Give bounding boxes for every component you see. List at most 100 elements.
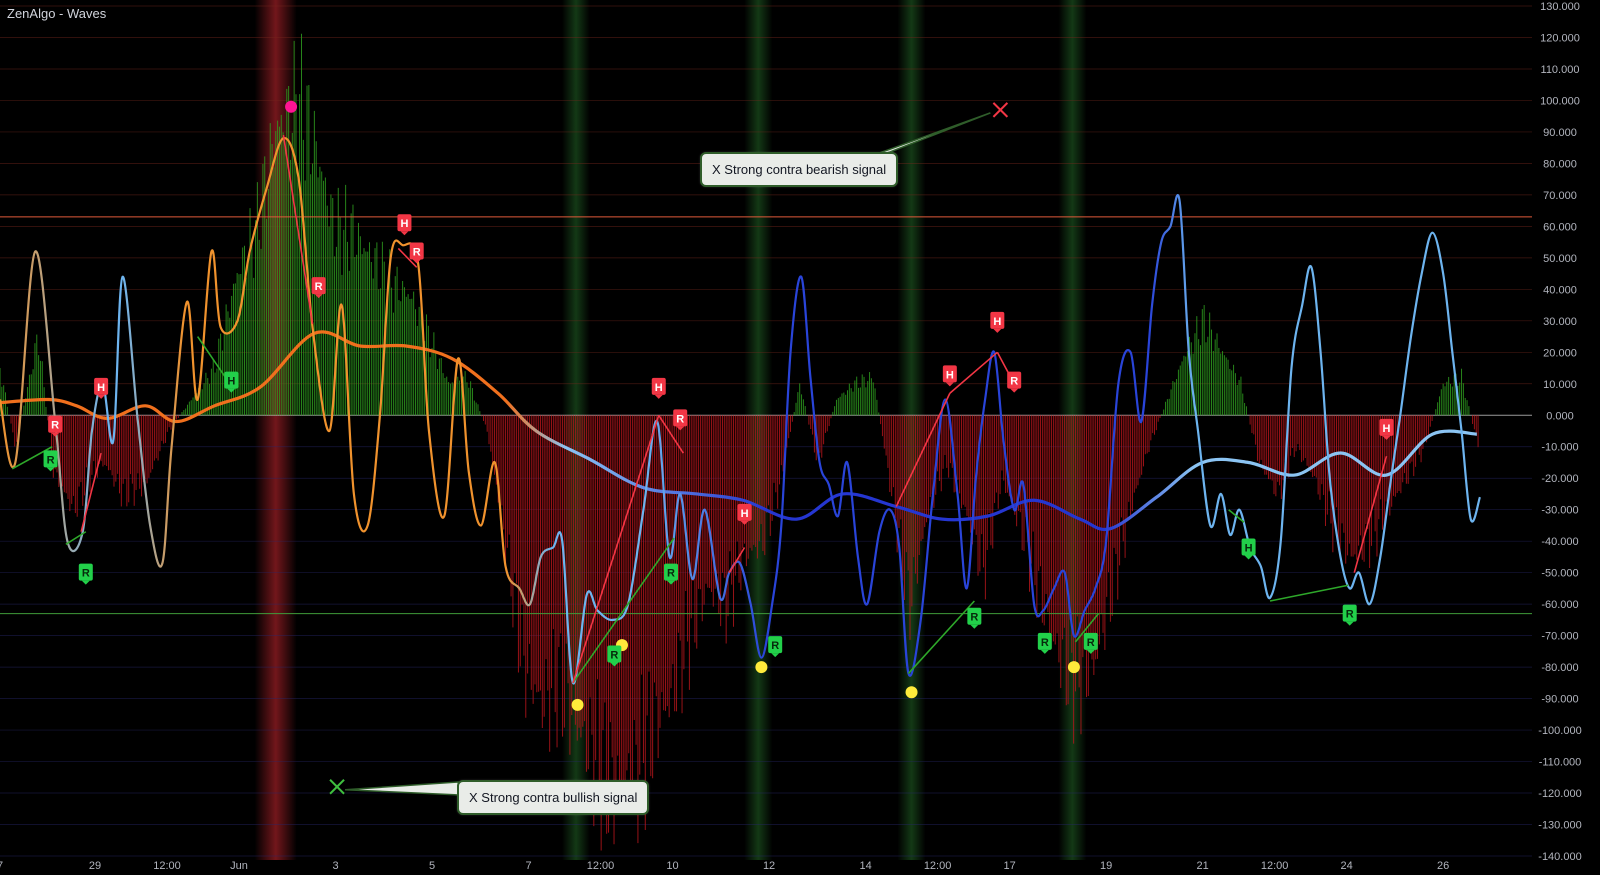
y-tick-label: 50.000 [1543, 253, 1577, 265]
marker-label: H [1245, 542, 1253, 554]
y-tick-label: -120.000 [1538, 788, 1581, 800]
marker-label: R [1010, 376, 1018, 388]
marker-pointer [654, 394, 663, 399]
divergence-line [658, 414, 684, 454]
marker-pointer [667, 580, 676, 585]
yellow-dot [571, 698, 584, 711]
marker-badge [94, 377, 109, 395]
marker-label: R [610, 650, 618, 662]
marker-pointer [1086, 649, 1095, 654]
x-stroke [992, 102, 1009, 118]
magenta-dot [285, 100, 298, 113]
marker-label: R [667, 568, 675, 580]
marker-badge [737, 503, 752, 521]
x-tick-label: 21 [1196, 860, 1208, 872]
marker-pointer [97, 394, 106, 399]
marker-pointer [227, 388, 236, 393]
x-tick-label: Jun [230, 860, 248, 872]
divergence-line [895, 392, 951, 507]
marker-badge [1241, 538, 1256, 556]
x-tick-label: 12:00 [924, 860, 952, 872]
highlight-band-green [744, 0, 773, 860]
marker-badge [1379, 418, 1394, 436]
y-tick-label: -40.000 [1541, 536, 1578, 548]
marker-R-red: R [409, 242, 424, 264]
y-tick-label: 110.000 [1541, 64, 1580, 76]
marker-pointer [46, 467, 55, 472]
y-tick-label: -60.000 [1541, 599, 1578, 611]
y-tick-label: -140.000 [1538, 851, 1581, 863]
marker-R-red: R [673, 409, 688, 431]
x-tick-label: 7 [525, 860, 531, 872]
divergence-line [728, 547, 746, 574]
marker-R-green: R [607, 645, 622, 667]
x-axis: 7 29 12:00 Jun 3 5 7 12:00 10 12 14 12:00 17 19 21 12:0… [0, 860, 1449, 872]
x-tick-label: 14 [859, 860, 871, 872]
marker-pointer [1010, 388, 1019, 393]
marker-label: H [400, 218, 408, 230]
marker-H-red: H [651, 377, 666, 399]
y-tick-label: 100.000 [1540, 95, 1580, 107]
bearish-signal-callout: X Strong contra bearish signal [700, 152, 899, 187]
marker-pointer [1040, 649, 1049, 654]
marker-R-red: R [1007, 371, 1022, 393]
y-tick-label: -130.000 [1538, 820, 1581, 832]
x-tick-label: 24 [1341, 860, 1353, 872]
x-tick-label: 12:00 [1261, 860, 1289, 872]
marker-pointer [945, 382, 954, 387]
marker-pointer [81, 580, 90, 585]
marker-badge [651, 377, 666, 395]
signal-x-bullish [329, 779, 461, 796]
marker-H-red: H [942, 365, 957, 387]
marker-R-red: R [48, 415, 63, 437]
marker-badge [48, 415, 63, 433]
divergence-line [572, 537, 675, 684]
divergence-line [282, 134, 314, 325]
y-tick-label: 40.000 [1543, 284, 1577, 296]
marker-badge [1083, 632, 1098, 650]
x-tick-label: 12:00 [587, 860, 615, 872]
marker-R-green: R [78, 563, 93, 585]
marker-H-green: H [224, 371, 239, 393]
y-tick-label: -10.000 [1541, 442, 1578, 454]
x-tick-label: 3 [332, 860, 338, 872]
y-tick-label: -20.000 [1541, 473, 1578, 485]
marker-pointer [970, 624, 979, 629]
histogram [0, 33, 1479, 851]
y-tick-label: -70.000 [1541, 631, 1578, 643]
marker-badge [224, 371, 239, 389]
divergence-line [80, 452, 102, 532]
x-tick-label: 17 [1003, 860, 1015, 872]
marker-pointer [771, 653, 780, 658]
marker-label: R [771, 640, 779, 652]
marker-pointer [400, 231, 409, 236]
bullish-signal-callout: X Strong contra bullish signal [457, 780, 650, 815]
marker-R-green: R [768, 636, 783, 658]
signal-markers: H R R R H H R R H R R R H R H H R R R R H R H [43, 100, 1394, 796]
x-tick-label: 10 [666, 860, 678, 872]
marker-pointer [740, 520, 749, 525]
marker-label: R [51, 420, 59, 432]
marker-H-red: H [1379, 418, 1394, 440]
divergence-lines [11, 134, 1388, 684]
y-tick-label: 20.000 [1543, 347, 1577, 359]
marker-label: H [946, 369, 954, 381]
marker-badge [607, 645, 622, 663]
divergence-line [572, 415, 660, 684]
yellow-dot [1067, 661, 1080, 674]
marker-badge [397, 214, 412, 232]
marker-label: R [676, 413, 684, 425]
marker-badge [78, 563, 93, 581]
marker-badge [1342, 604, 1357, 622]
marker-label: H [227, 376, 235, 388]
marker-label: R [1346, 609, 1354, 621]
marker-R-red: R [311, 277, 326, 299]
y-tick-label: -50.000 [1541, 568, 1578, 580]
marker-pointer [1244, 555, 1253, 560]
marker-label: H [741, 508, 749, 520]
y-tick-label: 0.000 [1546, 410, 1574, 422]
divergence-line [907, 600, 975, 674]
divergence-line [1269, 584, 1349, 602]
marker-badge [409, 242, 424, 260]
